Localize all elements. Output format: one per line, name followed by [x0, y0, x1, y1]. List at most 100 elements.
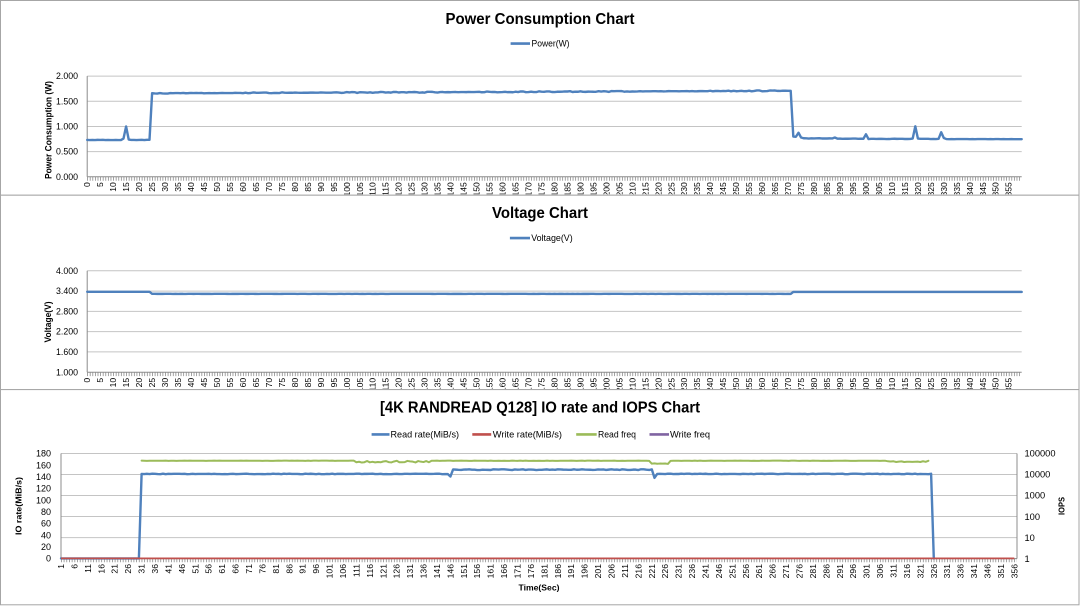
svg-text:155: 155: [485, 378, 495, 393]
svg-text:246: 246: [714, 564, 724, 579]
svg-text:1.000: 1.000: [56, 367, 78, 377]
svg-text:6: 6: [69, 564, 79, 569]
svg-text:Read freq: Read freq: [598, 429, 636, 439]
svg-text:160: 160: [498, 182, 508, 197]
svg-text:21: 21: [110, 564, 120, 574]
svg-text:310: 310: [887, 182, 897, 197]
svg-text:315: 315: [900, 182, 910, 197]
svg-text:325: 325: [926, 182, 936, 197]
svg-text:10: 10: [108, 182, 118, 192]
svg-text:135: 135: [433, 378, 443, 393]
svg-text:126: 126: [392, 564, 402, 579]
svg-text:270: 270: [783, 182, 793, 197]
svg-text:Time(Sec): Time(Sec): [519, 583, 560, 593]
svg-text:171: 171: [513, 564, 523, 579]
svg-text:131: 131: [405, 564, 415, 579]
svg-text:160: 160: [498, 378, 508, 393]
svg-text:80: 80: [290, 182, 300, 192]
svg-text:235: 235: [692, 378, 702, 393]
svg-text:350: 350: [991, 378, 1001, 393]
svg-text:206: 206: [607, 564, 617, 579]
svg-text:285: 285: [822, 182, 832, 197]
svg-text:55: 55: [225, 378, 235, 388]
svg-text:280: 280: [809, 182, 819, 197]
svg-text:200: 200: [601, 182, 611, 197]
svg-text:295: 295: [848, 378, 858, 393]
svg-text:280: 280: [809, 378, 819, 393]
svg-text:55: 55: [225, 182, 235, 192]
svg-text:180: 180: [549, 182, 559, 197]
svg-text:346: 346: [982, 564, 992, 579]
svg-text:61: 61: [217, 564, 227, 574]
svg-text:10: 10: [108, 378, 118, 388]
svg-text:305: 305: [874, 378, 884, 393]
svg-text:286: 286: [821, 564, 831, 579]
svg-text:0: 0: [82, 182, 92, 187]
svg-text:306: 306: [875, 564, 885, 579]
svg-text:125: 125: [407, 378, 417, 393]
svg-text:2.200: 2.200: [56, 327, 78, 337]
svg-text:190: 190: [575, 378, 585, 393]
svg-text:100: 100: [1025, 512, 1041, 522]
svg-text:15: 15: [121, 182, 131, 192]
svg-text:100: 100: [342, 182, 352, 197]
svg-text:335: 335: [952, 182, 962, 197]
svg-text:121: 121: [378, 564, 388, 579]
svg-text:2.000: 2.000: [56, 71, 78, 81]
svg-text:35: 35: [173, 182, 183, 192]
svg-text:351: 351: [996, 564, 1006, 579]
svg-text:345: 345: [978, 378, 988, 393]
svg-text:166: 166: [499, 564, 509, 579]
svg-text:196: 196: [580, 564, 590, 579]
svg-text:41: 41: [163, 564, 173, 574]
svg-text:140: 140: [446, 182, 456, 197]
svg-text:95: 95: [329, 182, 339, 192]
svg-text:256: 256: [741, 564, 751, 579]
svg-text:106: 106: [338, 564, 348, 579]
svg-text:1: 1: [56, 564, 66, 569]
svg-text:240: 240: [705, 378, 715, 393]
svg-text:75: 75: [277, 378, 287, 388]
svg-text:125: 125: [407, 182, 417, 197]
svg-text:181: 181: [539, 564, 549, 579]
svg-text:266: 266: [768, 564, 778, 579]
svg-text:25: 25: [147, 378, 157, 388]
svg-text:1.500: 1.500: [56, 96, 78, 106]
svg-text:250: 250: [731, 182, 741, 197]
svg-text:255: 255: [744, 378, 754, 393]
svg-text:36: 36: [150, 564, 160, 574]
svg-text:300: 300: [861, 378, 871, 393]
svg-text:316: 316: [902, 564, 912, 579]
svg-text:31: 31: [137, 564, 147, 574]
svg-text:120: 120: [394, 378, 404, 393]
svg-text:285: 285: [822, 378, 832, 393]
svg-text:5: 5: [95, 378, 105, 383]
svg-text:45: 45: [199, 182, 209, 192]
svg-text:Power Consumption (W): Power Consumption (W): [43, 81, 53, 179]
svg-text:165: 165: [511, 378, 521, 393]
svg-text:265: 265: [770, 378, 780, 393]
svg-text:65: 65: [251, 378, 261, 388]
svg-text:250: 250: [731, 378, 741, 393]
svg-text:251: 251: [727, 564, 737, 579]
svg-text:341: 341: [969, 564, 979, 579]
svg-text:190: 190: [575, 182, 585, 197]
svg-text:330: 330: [939, 182, 949, 197]
svg-text:155: 155: [485, 182, 495, 197]
svg-text:45: 45: [199, 378, 209, 388]
svg-text:20: 20: [41, 542, 51, 552]
svg-text:110: 110: [368, 182, 378, 196]
svg-text:311: 311: [888, 564, 898, 578]
svg-text:0.000: 0.000: [56, 172, 78, 182]
svg-text:195: 195: [588, 182, 598, 197]
svg-text:4.000: 4.000: [56, 266, 78, 276]
svg-text:210: 210: [627, 182, 637, 197]
svg-text:335: 335: [952, 378, 962, 393]
svg-text:165: 165: [511, 182, 521, 197]
svg-text:95: 95: [329, 378, 339, 388]
svg-text:345: 345: [978, 182, 988, 197]
svg-text:115: 115: [381, 182, 391, 196]
svg-text:30: 30: [160, 182, 170, 192]
svg-text:230: 230: [679, 182, 689, 197]
svg-text:260: 260: [757, 378, 767, 393]
